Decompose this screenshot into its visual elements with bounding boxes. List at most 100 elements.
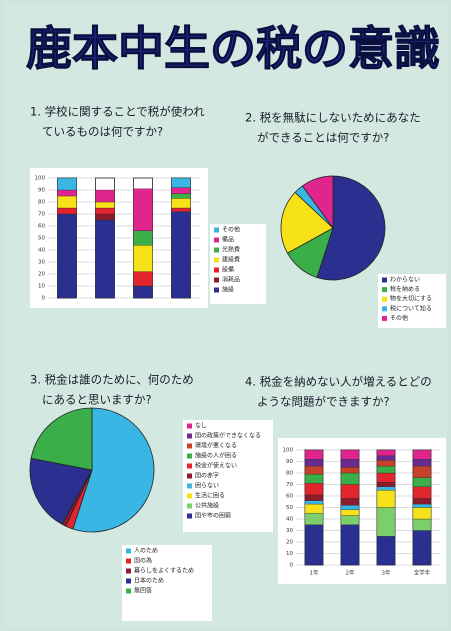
bar-segment xyxy=(305,483,323,495)
y-tick-label: 30 xyxy=(286,528,293,534)
legend-label: 環境が悪くなる xyxy=(195,442,237,450)
bar-segment xyxy=(413,487,431,499)
bar-segment xyxy=(305,459,323,466)
bar-segment xyxy=(377,508,395,537)
y-tick-label: 10 xyxy=(38,284,45,290)
bar-segment xyxy=(413,519,431,531)
poster-title: 鹿本中生の税の意識 xyxy=(26,22,440,76)
bar-segment xyxy=(172,178,191,188)
bar-segment xyxy=(413,466,431,478)
bar-segment xyxy=(413,508,431,520)
legend-swatch xyxy=(382,278,387,283)
legend-label: 日本のため xyxy=(134,577,164,585)
y-tick-label: 100 xyxy=(283,448,294,454)
bar-segment xyxy=(172,188,191,194)
bar-segment xyxy=(413,504,431,507)
bar-segment xyxy=(413,498,431,504)
legend-swatch xyxy=(382,306,387,311)
legend-label: 物を大切にする xyxy=(390,295,432,303)
x-tick-label: 全学年 xyxy=(414,569,431,577)
legend-swatch xyxy=(187,464,192,469)
y-tick-label: 80 xyxy=(286,471,293,477)
bar-segment xyxy=(341,450,359,459)
legend-label: 税について知る xyxy=(390,304,432,312)
y-tick-label: 90 xyxy=(286,459,293,465)
bar-segment xyxy=(377,450,395,456)
legend-label: 税を納める xyxy=(390,285,420,293)
bar-segment xyxy=(305,513,323,525)
legend-label: 困らない xyxy=(195,483,219,490)
legend-swatch xyxy=(214,288,219,293)
legend-swatch xyxy=(126,549,131,554)
legend-label: 国や市の困窮 xyxy=(195,512,231,520)
bar-segment xyxy=(377,456,395,461)
legend-label: 備品 xyxy=(222,236,234,244)
bar-segment xyxy=(341,510,359,516)
bar-segment xyxy=(134,272,153,286)
y-tick-label: 80 xyxy=(38,200,45,206)
legend-swatch xyxy=(187,454,192,459)
bar-segment xyxy=(413,450,431,459)
legend-label: わからない xyxy=(390,277,420,284)
bar-segment xyxy=(341,525,359,565)
y-tick-label: 60 xyxy=(38,224,45,230)
bar-segment xyxy=(134,189,153,231)
legend-swatch xyxy=(187,424,192,429)
legend-label: その他 xyxy=(390,314,408,322)
legend-label: 無回答 xyxy=(134,587,152,595)
legend-label: 建設費 xyxy=(222,256,240,264)
bar-segment xyxy=(172,194,191,199)
y-tick-label: 40 xyxy=(38,248,45,254)
bar-segment xyxy=(377,460,395,466)
bar-segment xyxy=(341,485,359,499)
legend-swatch xyxy=(126,589,131,594)
bar-segment xyxy=(305,504,323,513)
bar-segment xyxy=(377,536,395,565)
bar-segment xyxy=(58,178,77,190)
bar-segment xyxy=(58,196,77,208)
bar-segment xyxy=(377,490,395,507)
legend-label: 税金が使えない xyxy=(195,462,237,470)
bar-segment xyxy=(341,498,359,505)
bar-segment xyxy=(96,208,115,214)
legend-swatch xyxy=(126,559,131,564)
legend-swatch xyxy=(187,434,192,439)
legend-label: 国の政策ができなくなる xyxy=(195,432,261,440)
bar-segment xyxy=(172,212,191,298)
bar-segment xyxy=(377,487,395,490)
bar-segment xyxy=(305,525,323,565)
x-tick-label: 1年 xyxy=(310,569,319,577)
legend-swatch xyxy=(382,316,387,321)
bar-segment xyxy=(413,459,431,466)
y-tick-label: 100 xyxy=(35,176,46,182)
question-text: 4. 税金を納めない人が増えるとどの xyxy=(245,375,432,389)
legend-swatch xyxy=(214,258,219,263)
legend-label: なし xyxy=(195,423,207,430)
question-text: 3. 税金は誰のために、何のため xyxy=(30,373,194,387)
bar-segment xyxy=(58,214,77,298)
bar-segment xyxy=(413,531,431,566)
legend-label: その他 xyxy=(222,226,240,234)
bar-segment xyxy=(172,198,191,208)
question-text: ような問題ができますか? xyxy=(257,395,390,409)
legend-swatch xyxy=(382,297,387,302)
legend-swatch xyxy=(214,278,219,283)
legend-swatch xyxy=(187,474,192,479)
legend-swatch xyxy=(187,444,192,449)
y-tick-label: 30 xyxy=(38,260,45,266)
question-text: ているものは何ですか? xyxy=(42,125,163,139)
legend-swatch xyxy=(126,579,131,584)
bar-segment xyxy=(341,473,359,485)
bar-segment xyxy=(134,286,153,298)
legend-swatch xyxy=(187,514,192,519)
bar-segment xyxy=(341,467,359,473)
legend-label: 生活に困る xyxy=(195,492,225,500)
legend-label: 光熱費 xyxy=(222,246,240,254)
bar-segment xyxy=(341,505,359,510)
bar-segment xyxy=(96,202,115,208)
legend-label: 公共施設 xyxy=(195,502,219,510)
bar-segment xyxy=(413,478,431,487)
bar-segment xyxy=(58,190,77,196)
x-tick-label: 2年 xyxy=(346,569,355,577)
legend-swatch xyxy=(187,504,192,509)
